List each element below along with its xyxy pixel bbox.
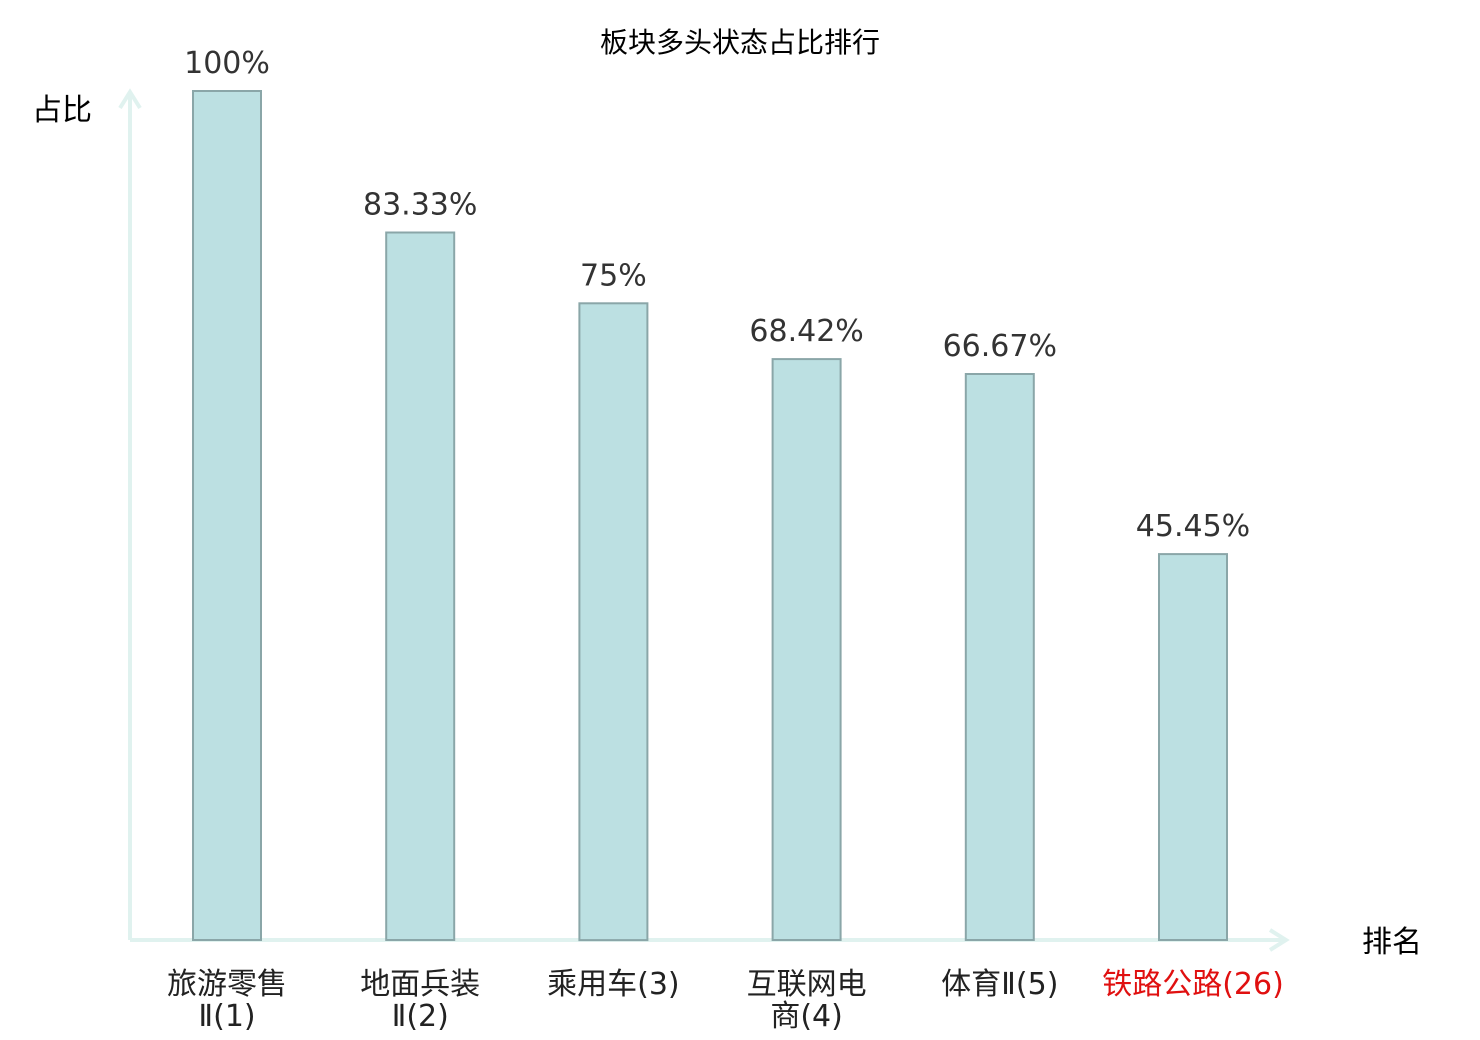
- value-label-4: 68.42%: [749, 314, 863, 349]
- value-label-1: 100%: [184, 46, 270, 81]
- value-label-3: 75%: [580, 258, 647, 293]
- bar-4: [771, 358, 842, 942]
- x-axis: [130, 928, 1290, 952]
- bar-2: [385, 231, 456, 941]
- value-label-2: 83.33%: [363, 188, 477, 223]
- category-label-3: 乘用车(3): [547, 967, 680, 1002]
- y-axis-label: 占比: [32, 93, 92, 128]
- chart-title: 板块多头状态占比排行: [600, 26, 880, 59]
- bar-3: [578, 302, 649, 942]
- category-label-2: 地面兵装 Ⅱ(2): [360, 967, 480, 1034]
- category-label-line: 乘用车(3): [547, 967, 680, 1002]
- value-labels-group: 100% 83.33% 75% 68.42% 66.67% 45.45%: [184, 46, 1250, 544]
- category-label-line: 地面兵装: [360, 967, 480, 1002]
- y-axis: [118, 88, 142, 940]
- bar-5: [964, 373, 1035, 941]
- category-label-line: 商(4): [770, 999, 843, 1034]
- category-labels-group: 旅游零售 Ⅱ(1) 地面兵装 Ⅱ(2) 乘用车(3) 互联网电商(4) 体育Ⅱ(5) 铁路公路…: [167, 967, 1284, 1034]
- category-label-line: Ⅱ(1): [198, 999, 255, 1034]
- category-label-6: 铁路公路(26): [1102, 967, 1284, 1002]
- category-label-4: 互联网电商(4): [747, 967, 867, 1034]
- value-label-6: 45.45%: [1136, 509, 1250, 544]
- category-label-line: 旅游零售: [167, 967, 287, 1002]
- category-label-line: 体育Ⅱ(5): [941, 967, 1058, 1002]
- x-axis-label: 排名: [1362, 925, 1422, 960]
- category-label-line: 互联网电: [747, 967, 867, 1002]
- bar-6: [1158, 553, 1228, 941]
- category-label-1: 旅游零售 Ⅱ(1): [167, 967, 287, 1034]
- category-label-line: 铁路公路(26): [1102, 967, 1284, 1002]
- x-axis-arrow: [1268, 928, 1290, 952]
- category-label-line: Ⅱ(2): [392, 999, 449, 1034]
- y-axis-arrow: [118, 88, 142, 110]
- value-label-5: 66.67%: [943, 329, 1057, 364]
- category-label-5: 体育Ⅱ(5): [941, 967, 1058, 1002]
- bar-1: [192, 90, 262, 941]
- bars-group: [192, 90, 1228, 942]
